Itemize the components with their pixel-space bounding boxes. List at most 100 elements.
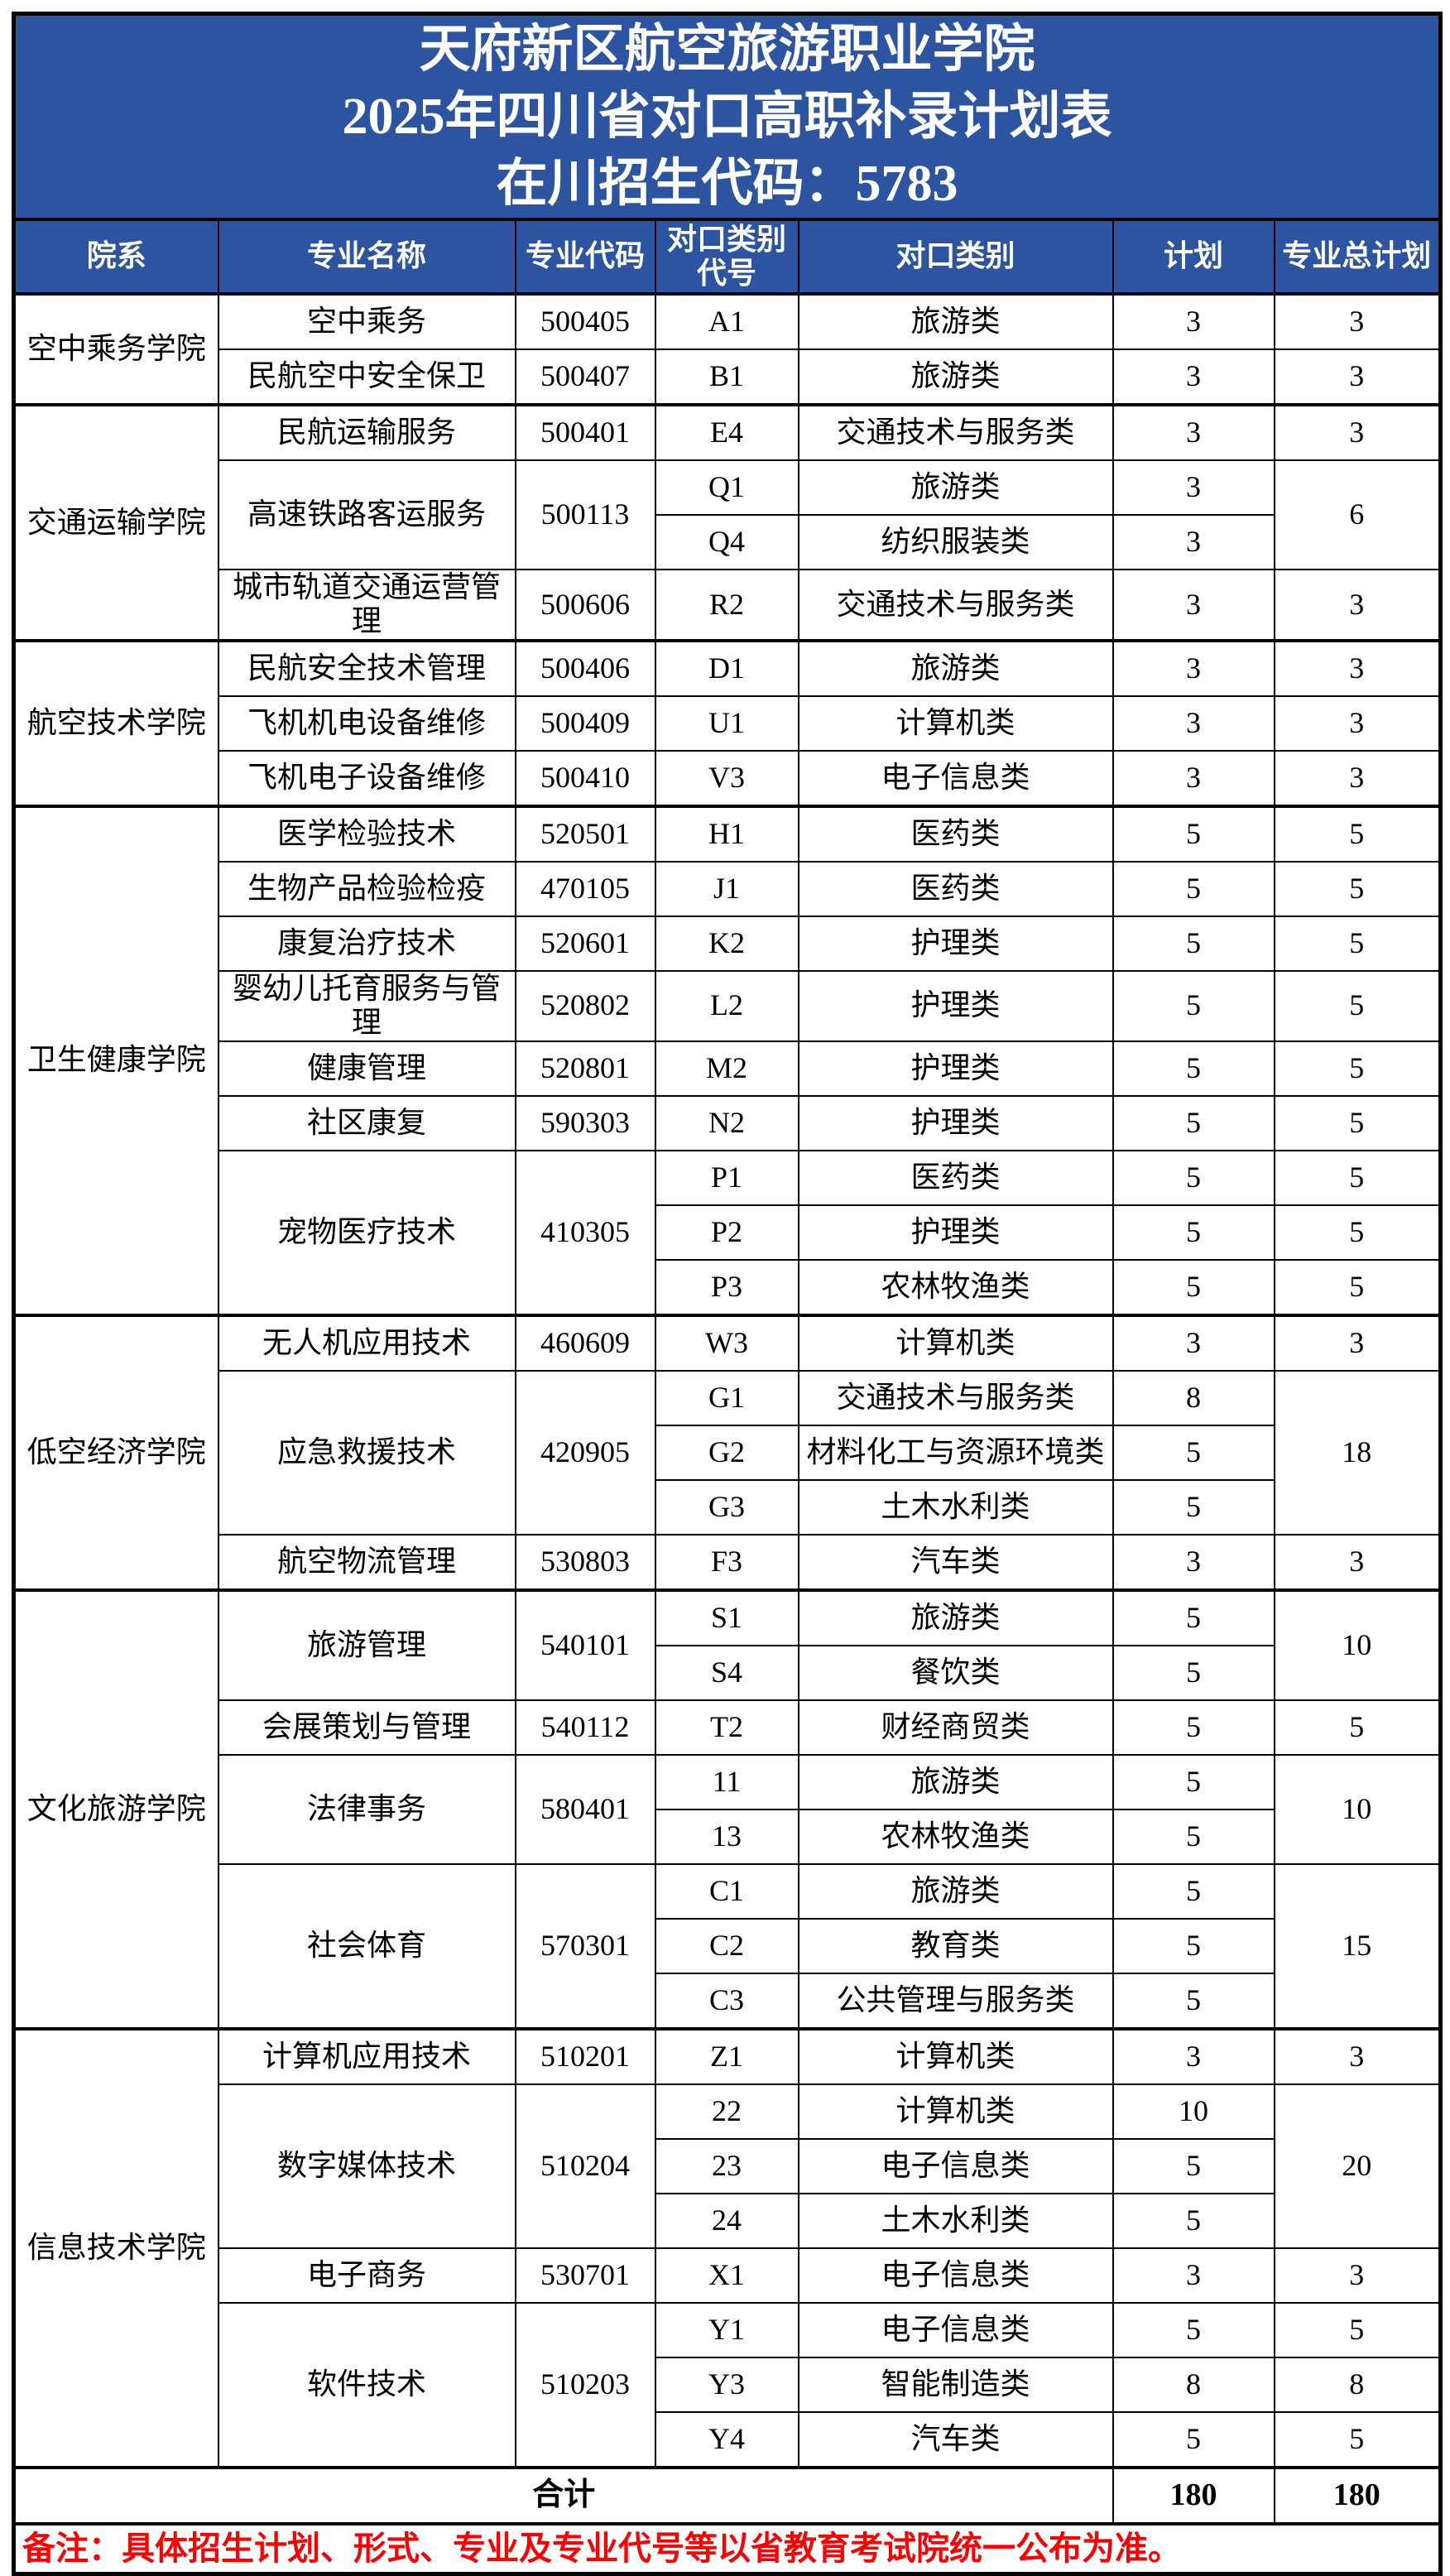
col-header-cat: 对口类别 (797, 219, 1114, 296)
plan-cell: 5 (1112, 1149, 1275, 1206)
category-name-cell: 计算机类 (797, 1313, 1114, 1372)
category-code-cell: 22 (654, 2083, 799, 2140)
table-row: P2 护理类 5 5 (14, 1204, 1442, 1261)
col-header-major-code: 专业代码 (514, 219, 656, 296)
category-code-cell: 13 (654, 1808, 799, 1865)
major-name-cell: 民航安全技术管理 (217, 638, 516, 697)
major-name-cell: 民航空中安全保卫 (217, 348, 516, 406)
plan-cell: 5 (1112, 1972, 1275, 2030)
major-total-cell: 3 (1273, 1313, 1442, 1372)
plan-cell: 5 (1112, 969, 1275, 1042)
table-row: 交通运输学院 民航运输服务 500401 E4 交通技术与服务类 3 3 (12, 403, 1442, 642)
major-code-cell: 500405 (514, 292, 656, 350)
major-total-cell: 5 (1273, 860, 1442, 917)
category-code-cell: W3 (654, 1313, 799, 1372)
major-total-cell: 8 (1273, 2356, 1442, 2413)
category-name-cell: 护理类 (797, 969, 1114, 1042)
major-code-cell: 520801 (514, 1040, 656, 1097)
plan-cell: 5 (1112, 1204, 1275, 1261)
category-code-cell: B1 (654, 348, 799, 406)
category-name-cell: 电子信息类 (797, 749, 1114, 807)
college-cell: 交通运输学院 (12, 403, 219, 642)
category-code-cell: N2 (654, 1094, 799, 1151)
category-name-cell: 旅游类 (797, 348, 1114, 406)
plan-cell: 3 (1112, 2247, 1275, 2304)
major-name-cell: 社区康复 (217, 1094, 516, 1151)
table-row: 低空经济学院 无人机应用技术 460609 W3 计算机类 3 3 (12, 1313, 1442, 1591)
title-school-name: 天府新区航空旅游职业学院 (419, 21, 1035, 78)
major-total-cell: 3 (1273, 348, 1442, 406)
category-name-cell: 旅游类 (797, 1862, 1114, 1920)
major-code-cell: 530803 (514, 1533, 656, 1591)
category-name-cell: 计算机类 (797, 2026, 1114, 2085)
category-name-cell: 计算机类 (797, 2083, 1114, 2140)
plan-cell: 5 (1112, 1094, 1275, 1151)
plan-cell: 5 (1112, 1753, 1275, 1810)
category-name-cell: 电子信息类 (797, 2247, 1114, 2304)
table-row: 飞机电子设备维修 500410 V3 电子信息类 3 3 (14, 749, 1442, 807)
major-name-cell: 飞机电子设备维修 (217, 749, 516, 807)
category-name-cell: 旅游类 (797, 638, 1114, 697)
table-row: P3 农林牧渔类 5 5 (14, 1258, 1442, 1316)
major-total-cell: 10 (1273, 1753, 1442, 1865)
major-code-cell: 410305 (514, 1149, 656, 1316)
category-name-cell: 餐饮类 (797, 1644, 1114, 1701)
enrollment-plan-table: 天府新区航空旅游职业学院 2025年四川省对口高职补录计划表 在川招生代码：57… (12, 12, 1443, 2576)
plan-cell: 5 (1112, 2410, 1275, 2468)
table-row: C2 教育类 5 (14, 1917, 1441, 1974)
table-row: 信息技术学院 计算机应用技术 510201 Z1 计算机类 3 3 (12, 2026, 1442, 2468)
table-row: 空中乘务学院 空中乘务 500405 A1 旅游类 3 3 (12, 292, 1442, 406)
category-code-cell: A1 (654, 292, 799, 350)
table-row: Y3 智能制造类 8 8 (14, 2356, 1442, 2413)
table-row: 宠物医疗技术 410305 P1 医药类 5 5 (14, 1149, 1442, 1316)
category-name-cell: 土木水利类 (797, 1478, 1114, 1536)
category-name-cell: 农林牧渔类 (797, 1258, 1114, 1316)
major-name-cell: 婴幼儿托育服务与管理 (217, 969, 516, 1042)
college-cell: 航空技术学院 (12, 638, 219, 807)
major-code-cell: 520802 (514, 969, 656, 1042)
category-name-cell: 医药类 (797, 804, 1114, 863)
major-total-cell: 6 (1273, 459, 1442, 570)
table-row: 航空物流管理 530803 F3 汽车类 3 3 (14, 1533, 1442, 1591)
major-total-cell: 5 (1273, 804, 1442, 863)
footer-section: 合计 180 180 备注：具体招生计划、形式、专业及专业代号等以省教育考试院统… (12, 2465, 1442, 2575)
category-code-cell: U1 (654, 694, 799, 752)
major-code-cell: 540112 (514, 1699, 656, 1756)
category-name-cell: 医药类 (797, 1149, 1114, 1206)
major-code-cell: 590303 (514, 1094, 656, 1151)
major-code-cell: 510203 (514, 2301, 656, 2468)
major-code-cell: 520601 (514, 915, 656, 972)
category-name-cell: 财经商贸类 (797, 1699, 1114, 1756)
category-code-cell: K2 (654, 915, 799, 972)
plan-cell: 8 (1112, 1369, 1275, 1426)
table-row: 民航空中安全保卫 500407 B1 旅游类 3 3 (14, 348, 1442, 406)
major-name-cell: 健康管理 (217, 1040, 516, 1097)
category-code-cell: Y3 (654, 2356, 799, 2413)
total-major-total-value: 180 (1273, 2465, 1442, 2525)
major-total-cell: 3 (1273, 694, 1442, 752)
major-name-cell: 民航运输服务 (217, 403, 516, 461)
plan-cell: 3 (1112, 514, 1275, 570)
category-code-cell: S1 (654, 1588, 799, 1646)
table-row: 软件技术 510203 Y1 电子信息类 5 5 (14, 2301, 1442, 2468)
category-code-cell: E4 (654, 403, 799, 461)
category-name-cell: 智能制造类 (797, 2356, 1114, 2413)
major-name-cell: 城市轨道交通运营管理 (217, 569, 516, 642)
category-code-cell: 11 (654, 1753, 799, 1810)
major-total-cell: 5 (1273, 2301, 1442, 2358)
category-name-cell: 汽车类 (797, 2410, 1114, 2468)
major-name-cell: 社会体育 (217, 1862, 516, 2030)
major-name-cell: 软件技术 (217, 2301, 516, 2468)
category-name-cell: 公共管理与服务类 (797, 1972, 1114, 2030)
category-name-cell: 纺织服装类 (797, 514, 1114, 570)
table-row: 数字媒体技术 510204 22 计算机类 10 20 (14, 2083, 1442, 2249)
table-row: 航空技术学院 民航安全技术管理 500406 D1 旅游类 3 3 (12, 638, 1442, 807)
category-code-cell: D1 (654, 638, 799, 697)
plan-table-body: 空中乘务学院 空中乘务 500405 A1 旅游类 3 3 民航空中安全保卫 500407 B1 旅… (12, 292, 1442, 2468)
note-row: 备注：具体招生计划、形式、专业及专业代号等以省教育考试院统一公布为准。 (12, 2521, 1442, 2575)
total-label: 合计 (12, 2465, 1114, 2525)
category-name-cell: 护理类 (797, 1204, 1114, 1261)
category-code-cell: C3 (654, 1972, 799, 2030)
college-cell: 卫生健康学院 (12, 804, 219, 1316)
major-total-cell: 3 (1273, 2026, 1442, 2085)
